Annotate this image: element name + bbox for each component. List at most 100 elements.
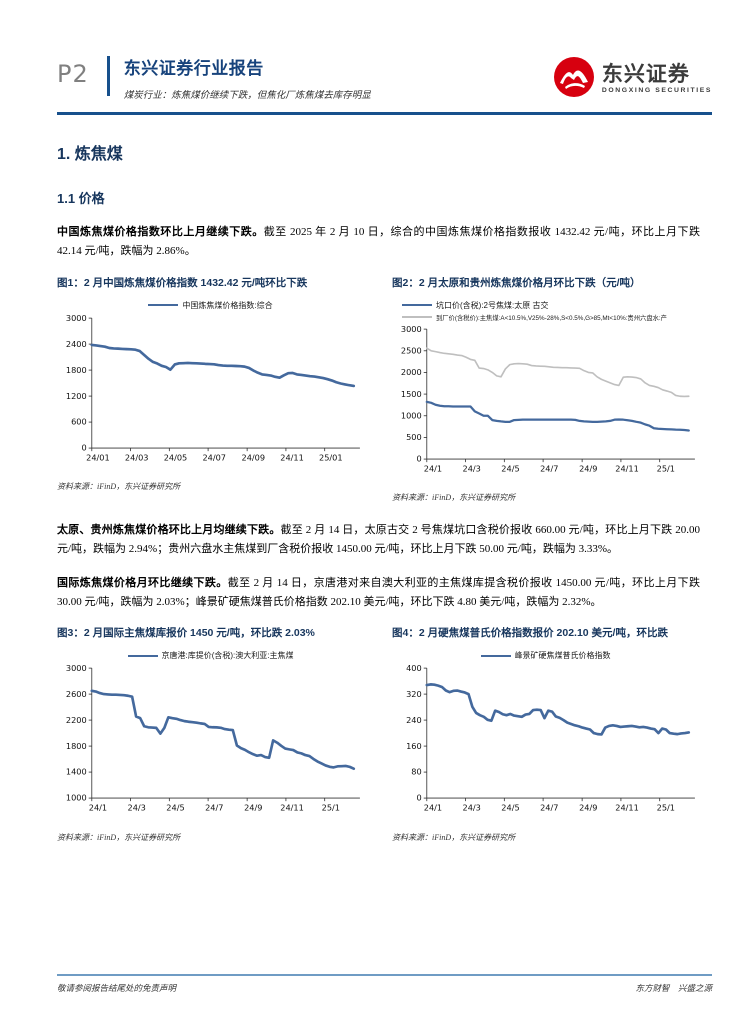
svg-text:24/11: 24/11 <box>280 452 304 462</box>
logo-wordmark: 东兴证券 DONGXING SECURITIES <box>602 64 712 95</box>
header-divider-bar <box>106 56 110 96</box>
figure-4: 图4：2 月硬焦煤普氏价格指数报价 202.10 美元/吨，环比跌 峰景矿硬焦煤… <box>392 626 699 843</box>
report-subtitle: 煤炭行业：炼焦煤价继续下跌，但焦化厂炼焦煤去库存明显 <box>123 91 371 101</box>
legend-item: 京唐港:库提价(含税):澳大利亚:主焦煤 <box>127 650 294 661</box>
figure-3: 图3：2 月国际主焦煤库报价 1450 元/吨，环比跌 2.03% 京唐港:库提… <box>57 626 364 843</box>
svg-text:0: 0 <box>81 442 86 452</box>
svg-text:3000: 3000 <box>401 324 422 334</box>
paragraph-2-lead: 太原、贵州炼焦煤价格环比上月均继续下跌。 <box>57 524 281 537</box>
legend-item: 中国炼焦煤价格指数:综合 <box>148 300 273 311</box>
figure-3-title: 图3：2 月国际主焦煤库报价 1450 元/吨，环比跌 2.03% <box>57 627 315 640</box>
svg-text:1400: 1400 <box>66 767 87 777</box>
figure-1-title: 图1：2 月中国炼焦煤价格指数 1432.42 元/吨环比下跌 <box>57 276 308 289</box>
legend-label: 京唐港:库提价(含税):澳大利亚:主焦煤 <box>161 651 294 661</box>
legend-line-swatch <box>127 654 158 658</box>
paragraph-3: 国际炼焦煤价格月环比继续下跌。截至 2 月 14 日，京唐港对来自澳大利亚的主焦… <box>57 574 700 613</box>
svg-text:3000: 3000 <box>66 663 87 673</box>
svg-text:25/1: 25/1 <box>657 463 675 473</box>
figure-2-source: 资料来源：iFinD，东兴证券研究所 <box>392 493 516 503</box>
figure-1-source: 资料来源：iFinD，东兴证券研究所 <box>57 482 181 492</box>
svg-text:3000: 3000 <box>66 313 87 323</box>
chart-legend: 中国炼焦煤价格指数:综合 <box>57 300 364 311</box>
svg-text:24/11: 24/11 <box>615 463 639 473</box>
svg-text:0: 0 <box>416 793 421 803</box>
svg-text:24/9: 24/9 <box>579 463 597 473</box>
paragraph-3-text: 截至 2 月 14 日，京唐港对来自澳大利亚的主焦煤库提含税价报收 1450.0… <box>57 576 701 608</box>
report-title: 东兴证券行业报告 <box>123 59 264 78</box>
line-chart-plot: 0 500 1000 1500 2000 2500 3000 24/1 24/3 24/5 24/7… <box>401 323 695 473</box>
svg-text:600: 600 <box>71 416 87 426</box>
legend-item: 峰景矿硬焦煤普氏价格指数 <box>480 650 611 661</box>
svg-text:24/5: 24/5 <box>501 803 519 813</box>
subsection-heading: 1.1 价格 <box>57 191 105 206</box>
svg-text:24/09: 24/09 <box>242 452 266 462</box>
svg-text:1800: 1800 <box>66 741 87 751</box>
legend-line-swatch <box>480 654 511 658</box>
section-heading: 1. 炼焦煤 <box>57 146 123 163</box>
figure-2-title: 图2：2 月太原和贵州炼焦煤价格月环比下跌（元/吨） <box>392 276 641 289</box>
svg-text:25/01: 25/01 <box>319 452 343 462</box>
svg-text:25/1: 25/1 <box>322 803 340 813</box>
svg-text:2500: 2500 <box>401 345 422 355</box>
legend-line-swatch <box>148 303 179 307</box>
svg-text:80: 80 <box>411 767 421 777</box>
line-chart-plot: 0 80 160 240 320 400 24/1 24/3 24/5 24/7 24/9 24/11… <box>406 663 695 813</box>
svg-text:0: 0 <box>416 453 421 463</box>
svg-text:24/1: 24/1 <box>424 803 442 813</box>
header-rule <box>57 112 712 115</box>
paragraph-2: 太原、贵州炼焦煤价格环比上月均继续下跌。截至 2 月 14 日，太原古交 2 号… <box>57 521 700 560</box>
paragraph-3-lead: 国际炼焦煤价格月环比继续下跌。 <box>57 576 228 589</box>
svg-text:1800: 1800 <box>66 364 87 374</box>
svg-text:160: 160 <box>406 741 422 751</box>
figure-row-1: 图1：2 月中国炼焦煤价格指数 1432.42 元/吨环比下跌 中国炼焦煤价格指… <box>57 276 700 504</box>
svg-text:24/01: 24/01 <box>86 452 110 462</box>
svg-text:24/03: 24/03 <box>125 452 149 462</box>
paragraph-2-text: 截至 2 月 14 日，太原古交 2 号焦煤坑口含税价报收 660.00 元/吨… <box>57 524 700 556</box>
svg-text:2600: 2600 <box>66 689 87 699</box>
svg-text:500: 500 <box>406 432 422 442</box>
svg-text:24/3: 24/3 <box>463 803 481 813</box>
header-titles: 东兴证券行业报告 煤炭行业：炼焦煤价继续下跌，但焦化厂炼焦煤去库存明显 <box>124 54 553 101</box>
svg-text:25/1: 25/1 <box>657 803 675 813</box>
svg-text:2200: 2200 <box>66 715 87 725</box>
footer-disclaimer: 敬请参阅报告结尾处的免责声明 <box>57 983 177 993</box>
svg-text:1200: 1200 <box>66 390 87 400</box>
legend-line-swatch <box>402 303 432 307</box>
svg-text:1500: 1500 <box>401 388 422 398</box>
svg-text:24/3: 24/3 <box>128 803 146 813</box>
svg-text:24/11: 24/11 <box>615 803 639 813</box>
figure-2-chart: 坑口价(含税):2号焦煤:太原 古交到厂价(含税价):主焦煤:A<10.5%,V… <box>392 300 699 483</box>
logo-brand-en: DONGXING SECURITIES <box>601 87 712 95</box>
legend-item: 坑口价(含税):2号焦煤:太原 古交 <box>402 300 548 311</box>
svg-text:24/1: 24/1 <box>424 463 442 473</box>
figure-4-title: 图4：2 月硬焦煤普氏价格指数报价 202.10 美元/吨，环比跌 <box>392 627 668 640</box>
line-chart-plot: 1000 1400 1800 2200 2600 3000 24/1 24/3 24/5 24/7… <box>66 663 360 813</box>
legend-label: 峰景矿硬焦煤普氏价格指数 <box>514 651 611 661</box>
svg-text:24/07: 24/07 <box>202 452 226 462</box>
paragraph-1-lead: 中国炼焦煤价格指数环比上月继续下跌。 <box>57 226 264 238</box>
figure-1-chart: 中国炼焦煤价格指数:综合 0 600 1200 1800 2400 3000 24/01 24/… <box>57 300 364 472</box>
svg-text:1000: 1000 <box>401 410 422 420</box>
legend-label: 中国炼焦煤价格指数:综合 <box>182 300 273 310</box>
figure-3-chart: 京唐港:库提价(含税):澳大利亚:主焦煤 1000 1400 1800 2200 2600… <box>57 650 364 822</box>
svg-text:24/1: 24/1 <box>89 803 107 813</box>
svg-text:24/05: 24/05 <box>164 452 188 462</box>
figure-4-chart: 峰景矿硬焦煤普氏价格指数 0 80 160 240 320 400 24/1 24/3 24/5 2… <box>392 650 699 822</box>
company-logo: 东兴证券 DONGXING SECURITIES <box>553 56 712 103</box>
page-number: P2 <box>57 60 89 88</box>
dongxing-logo-icon <box>553 56 595 103</box>
logo-brand-cn: 东兴证券 <box>601 63 690 87</box>
svg-text:2000: 2000 <box>401 367 422 377</box>
figure-4-source: 资料来源：iFinD，东兴证券研究所 <box>392 832 516 842</box>
line-chart-plot: 0 600 1200 1800 2400 3000 24/01 24/03 24/05 24/07… <box>66 312 360 462</box>
svg-text:24/7: 24/7 <box>540 463 558 473</box>
chart-legend: 京唐港:库提价(含税):澳大利亚:主焦煤 <box>57 650 364 661</box>
figure-row-2: 图3：2 月国际主焦煤库报价 1450 元/吨，环比跌 2.03% 京唐港:库提… <box>57 626 700 843</box>
report-content: 1. 炼焦煤 1.1 价格 中国炼焦煤价格指数环比上月继续下跌。截至 2025 … <box>57 140 700 845</box>
svg-text:1000: 1000 <box>66 793 87 803</box>
footer-slogan: 东方财智 兴盛之源 <box>635 983 712 993</box>
chart-legend: 坑口价(含税):2号焦煤:太原 古交到厂价(含税价):主焦煤:A<10.5%,V… <box>392 300 699 322</box>
legend-label: 到厂价(含税价):主焦煤:A<10.5%,V25%-28%,S<0.5%,G>8… <box>436 314 667 322</box>
legend-line-swatch <box>402 315 432 319</box>
svg-text:24/7: 24/7 <box>540 803 558 813</box>
